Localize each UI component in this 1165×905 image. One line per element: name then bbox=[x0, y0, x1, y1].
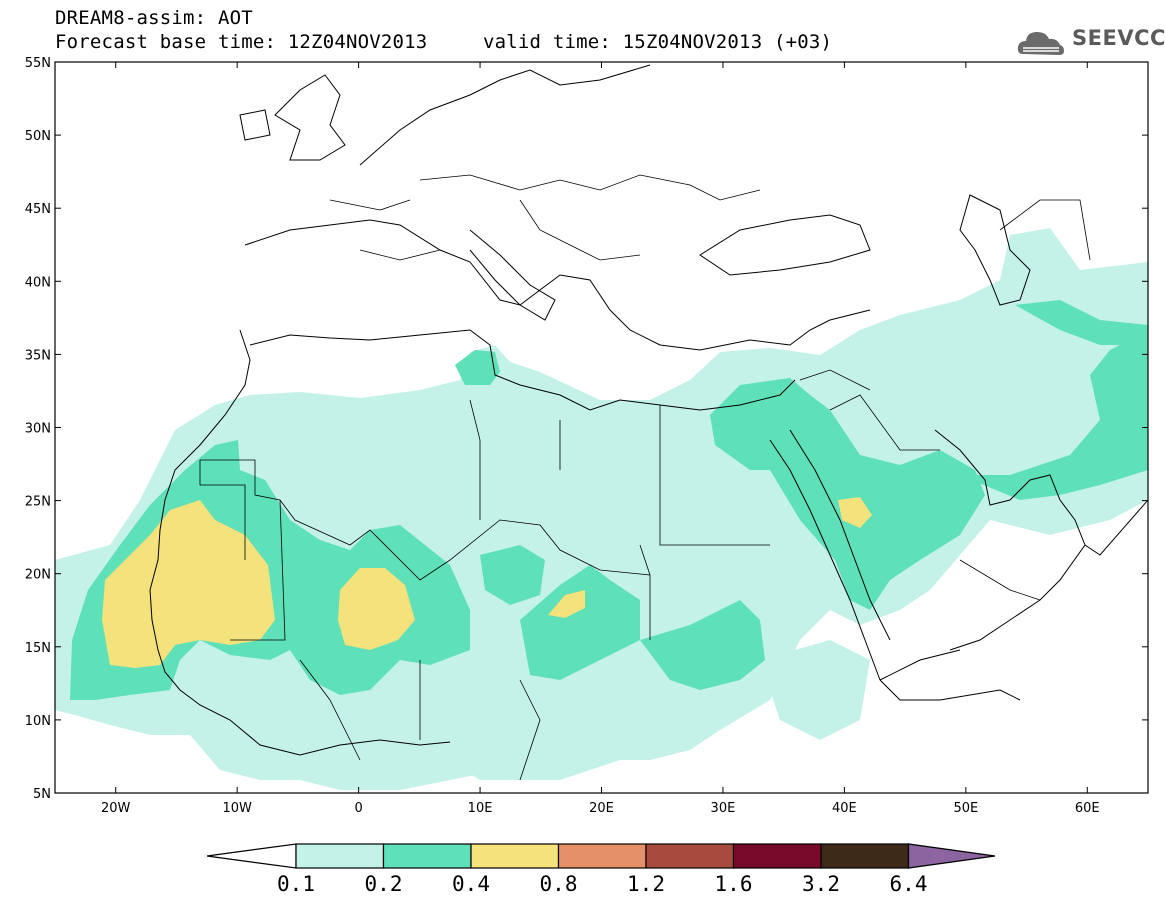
country-borders bbox=[199, 174, 1091, 781]
lon-label: 20E bbox=[589, 801, 614, 816]
lat-label: 30N bbox=[25, 422, 51, 437]
aot-fields bbox=[55, 228, 1148, 790]
lon-label: 0 bbox=[354, 801, 362, 816]
colorbar-max-arrow bbox=[907, 843, 996, 869]
coastline-persian-gulf bbox=[934, 429, 1086, 651]
coastlines bbox=[149, 64, 1148, 781]
lon-label: 50E bbox=[953, 801, 978, 816]
lat-label: 25N bbox=[25, 495, 51, 510]
map-title: DREAM8-assim: AOT bbox=[55, 7, 253, 29]
lat-label: 50N bbox=[25, 129, 51, 144]
colorbar-label: 0.1 bbox=[277, 872, 315, 896]
colorbar-segment bbox=[470, 843, 560, 869]
coastline-britain bbox=[239, 74, 346, 161]
lat-label: 55N bbox=[25, 56, 51, 71]
forecast-base-time: Forecast base time: 12Z04NOV2013 bbox=[55, 31, 428, 53]
lon-label: 30E bbox=[711, 801, 736, 816]
aot-field-0-2-chad bbox=[480, 545, 765, 690]
colorbar-segment bbox=[295, 843, 385, 869]
coastline-west-africa bbox=[149, 329, 451, 756]
colorbar bbox=[206, 843, 996, 869]
colorbar-label: 1.2 bbox=[627, 872, 665, 896]
coastline-europe bbox=[244, 219, 871, 351]
lon-label: 10E bbox=[468, 801, 493, 816]
lat-label: 35N bbox=[25, 348, 51, 363]
lon-label: 60E bbox=[1075, 801, 1100, 816]
colorbar-label: 0.8 bbox=[539, 872, 578, 896]
aot-field-0-2-iran bbox=[455, 300, 1148, 500]
aot-field-0-1-south bbox=[440, 640, 870, 780]
lat-label: 10N bbox=[25, 714, 51, 729]
lat-label: 15N bbox=[25, 641, 51, 656]
coastline-caspian bbox=[959, 194, 1031, 306]
coastline-red-sea bbox=[769, 429, 891, 681]
coastline-italy bbox=[469, 229, 556, 321]
valid-time: valid time: 15Z04NOV2013 (+03) bbox=[483, 31, 833, 53]
aot-field-0-4 bbox=[102, 497, 872, 668]
lat-label: 5N bbox=[33, 787, 51, 802]
lat-label: 45N bbox=[25, 202, 51, 217]
coastline-black-sea bbox=[699, 214, 871, 276]
colorbar-segment bbox=[382, 843, 472, 869]
logo-text: SEEVCCC bbox=[1072, 26, 1165, 50]
colorbar-label: 0.4 bbox=[452, 872, 490, 896]
colorbar-label: 6.4 bbox=[889, 872, 928, 896]
coastline-mediterranean-south bbox=[249, 329, 796, 411]
lon-label: 10W bbox=[222, 801, 252, 816]
colorbar-label: 1.6 bbox=[714, 872, 753, 896]
lon-label: 20W bbox=[101, 801, 131, 816]
coastline-north-europe bbox=[359, 64, 651, 166]
lon-axis: 20W 10W 0 10E 20E 30E 40E 50E 60E bbox=[101, 62, 1100, 816]
colorbar-min-arrow bbox=[206, 843, 297, 869]
cloud-logo-icon bbox=[1017, 32, 1064, 55]
colorbar-segment bbox=[645, 843, 735, 869]
colorbar-label: 0.2 bbox=[364, 872, 403, 896]
lat-label: 40N bbox=[25, 275, 51, 290]
colorbar-segment bbox=[732, 843, 822, 869]
lon-label: 40E bbox=[832, 801, 857, 816]
coastline-arabia-south bbox=[879, 499, 1148, 681]
lat-axis: 5N 10N 15N 20N 25N 30N 35N 40N 45N 50N 55N bbox=[25, 56, 1148, 802]
colorbar-segment bbox=[557, 843, 647, 869]
lat-label: 20N bbox=[25, 568, 51, 583]
colorbar-segment bbox=[820, 843, 910, 869]
aot-field-0-2-arabia bbox=[710, 378, 985, 610]
colorbar-label: 3.2 bbox=[802, 872, 840, 896]
coastline-horn-africa bbox=[879, 679, 1021, 701]
